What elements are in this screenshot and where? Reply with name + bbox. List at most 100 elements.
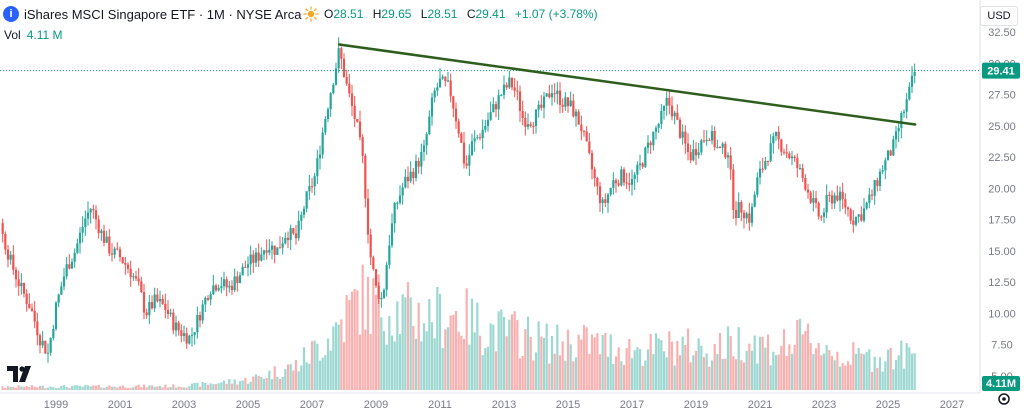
candle-body-65 — [132, 276, 135, 278]
candle-body-295 — [745, 213, 748, 219]
volume-bar-156 — [374, 294, 378, 390]
candle-body-312 — [790, 156, 794, 159]
symbol-title[interactable]: iShares MSCI Singapore ETF · 1M · NYSE A… — [24, 7, 302, 22]
volume-bar-25 — [25, 385, 28, 390]
volume-bar-278 — [700, 345, 703, 390]
volume-bar-205 — [505, 336, 508, 390]
candle-body-289 — [729, 155, 732, 170]
candle-body-70 — [145, 312, 148, 316]
candle-body-56 — [108, 236, 111, 254]
candle-body-320 — [812, 198, 815, 203]
candle-body-162 — [390, 223, 394, 246]
volume-bar-209 — [516, 320, 519, 390]
last-price-badge[interactable]: 29.41 — [982, 62, 1020, 79]
candle-body-155 — [372, 257, 375, 270]
volume-bar-201 — [494, 351, 498, 390]
volume-bar-115 — [265, 378, 268, 390]
last-volume-badge[interactable]: 4.11M — [982, 376, 1020, 391]
volume-bar-358 — [913, 353, 916, 390]
candle-body-287 — [724, 143, 727, 158]
volume-bar-93 — [206, 384, 210, 390]
volume-bar-136 — [321, 357, 324, 390]
candle-body-341 — [868, 194, 871, 203]
candle-body-262 — [657, 123, 660, 128]
candle-body-18 — [6, 249, 10, 260]
candle-body-182 — [444, 76, 447, 82]
candle-body-307 — [777, 131, 780, 140]
settings-gear-icon[interactable] — [996, 391, 1012, 407]
volume-bar-348 — [886, 349, 890, 390]
candle-body-354 — [902, 111, 906, 113]
candle-body-286 — [721, 143, 724, 148]
volume-bar-141 — [334, 322, 338, 390]
volume-bar-349 — [889, 347, 892, 390]
tradingview-logo-icon[interactable] — [7, 366, 35, 382]
price-tick-6: 17.50 — [988, 215, 1016, 227]
volume-bar-270 — [678, 355, 682, 390]
candle-body-167 — [404, 176, 407, 188]
volume-bar-31 — [41, 385, 44, 390]
candle-body-53 — [100, 230, 103, 234]
volume-label: Vol — [4, 28, 21, 42]
candle-body-300 — [758, 168, 762, 178]
volume-bar-49 — [89, 386, 92, 390]
volume-bar-102 — [230, 383, 234, 390]
candle-body-285 — [718, 147, 722, 149]
volume-bar-21 — [14, 387, 18, 390]
volume-bar-269 — [676, 340, 679, 390]
volume-bar-155 — [372, 278, 375, 390]
volume-bar-331 — [841, 363, 844, 390]
volume-bar-74 — [156, 386, 159, 390]
volume-bar-332 — [844, 365, 847, 390]
candle-body-249 — [622, 169, 626, 183]
volume-bar-163 — [393, 341, 396, 390]
candle-body-357 — [910, 75, 914, 87]
candle-body-39 — [62, 276, 66, 287]
candle-body-79 — [169, 312, 172, 315]
volume-bar-345 — [878, 357, 882, 390]
volume-bar-95 — [212, 384, 215, 390]
currency-selector[interactable]: USD — [980, 6, 1018, 26]
price-tick-8: 12.50 — [988, 277, 1016, 289]
volume-bar-33 — [46, 387, 50, 390]
candle-body-315 — [798, 168, 802, 170]
candle-body-284 — [716, 147, 719, 149]
candle-body-353 — [900, 112, 903, 128]
volume-bar-169 — [409, 297, 412, 390]
candle-body-150 — [358, 121, 362, 138]
time-tick-10: 2019 — [684, 399, 708, 411]
candle-body-309 — [782, 151, 786, 153]
candle-body-330 — [838, 191, 842, 201]
volume-bar-261 — [654, 333, 658, 390]
volume-bar-328 — [833, 360, 836, 390]
candle-body-96 — [214, 285, 218, 291]
candle-body-159 — [382, 289, 386, 298]
price-tick-5: 20.00 — [988, 183, 1016, 195]
candle-body-253 — [633, 174, 636, 179]
volume-bar-172 — [417, 302, 420, 390]
volume-bar-337 — [857, 347, 860, 390]
candle-body-160 — [385, 264, 388, 290]
candle-body-30 — [38, 335, 42, 346]
volume-bar-153 — [366, 276, 370, 390]
candle-body-154 — [369, 234, 372, 258]
volume-bar-105 — [238, 381, 242, 390]
candle-body-211 — [521, 111, 524, 119]
market-status-sun-icon[interactable] — [303, 6, 319, 22]
volume-bar-167 — [404, 297, 407, 390]
volume-bar-341 — [868, 349, 871, 390]
volume-legend[interactable]: Vol 4.11 M — [4, 28, 62, 42]
volume-bar-208 — [513, 311, 516, 390]
volume-bar-71 — [148, 385, 151, 390]
candle-body-62 — [124, 263, 127, 265]
candle-body-204 — [502, 84, 506, 95]
candle-body-131 — [308, 186, 311, 192]
volume-bar-279 — [702, 357, 706, 390]
volume-bar-300 — [758, 336, 762, 390]
symbol-logo-icon[interactable]: i — [3, 6, 19, 22]
volume-bar-346 — [881, 371, 884, 390]
candle-body-49 — [89, 208, 92, 213]
volume-bar-44 — [76, 385, 79, 390]
candle-body-205 — [505, 84, 508, 88]
